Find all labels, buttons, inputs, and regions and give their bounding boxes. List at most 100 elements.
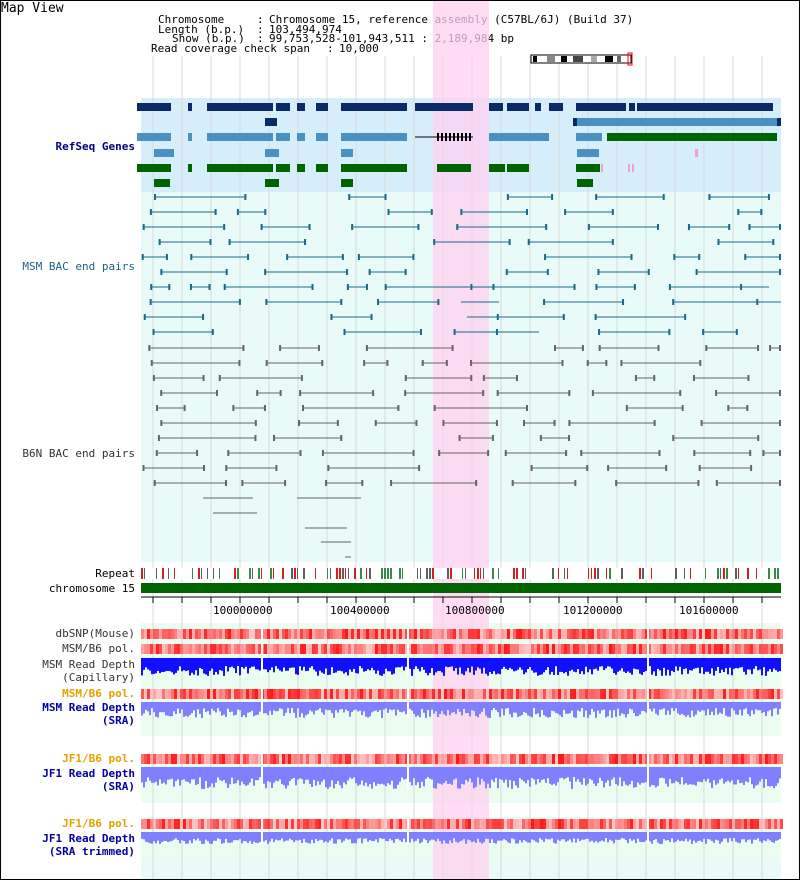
msm-sra-depth-bar	[721, 702, 723, 714]
jf1-trimmed-depth-bar	[589, 832, 591, 842]
jf1-b6-pol-strip	[642, 754, 645, 764]
msm-b6-pol-strip	[432, 644, 435, 654]
msm-b6-pol-strip	[753, 689, 756, 699]
msm-sra-depth-bar	[555, 702, 557, 713]
dbsnp-strip	[597, 629, 600, 639]
jf1-b6-pol-strip	[561, 754, 564, 764]
msm-capillary-depth-bar	[473, 658, 475, 675]
msm-b6-pol-strip	[258, 644, 261, 654]
msm-sra-depth-bar	[405, 702, 407, 715]
jf1-trimmed-depth-bar	[519, 832, 521, 841]
msm-sra-depth-bar	[763, 702, 765, 713]
msm-bac-pair	[343, 329, 346, 335]
msm-sra-depth-bar	[745, 702, 747, 709]
dbsnp-strip	[213, 629, 216, 639]
msm-b6-pol-strip	[402, 644, 405, 654]
jf1-trimmed-depth-bar	[371, 832, 373, 842]
msm-bac-pair	[153, 194, 156, 200]
msm-sra-depth-bar	[479, 702, 481, 714]
jf1-b6-pol-strip	[648, 754, 651, 764]
msm-bac-pair	[573, 284, 576, 290]
jf1-trimmed-depth-bar	[177, 832, 179, 841]
jf1-b6-pol-strip	[666, 819, 669, 829]
msm-capillary-depth-bar	[777, 658, 779, 672]
msm-b6-pol-strip	[687, 689, 690, 699]
msm-sra-depth-bar	[333, 702, 335, 718]
msm-sra-depth-bar	[617, 702, 619, 709]
jf1-b6-pol-strip	[417, 754, 420, 764]
repeat-element	[552, 568, 554, 579]
jf1-sra-depth-bar	[161, 767, 163, 784]
msm-capillary-depth-bar	[157, 658, 159, 671]
jf1-sra-depth-bar	[595, 767, 597, 787]
jf1-b6-pol-strip	[579, 754, 582, 764]
jf1-trimmed-depth-bar	[689, 832, 691, 840]
jf1-trimmed-depth-bar	[267, 832, 269, 844]
jf1-b6-pol-strip	[507, 819, 510, 829]
jf1-b6-pol-strip	[405, 819, 408, 829]
jf1-b6-pol-strip	[225, 754, 228, 764]
msm-b6-pol-strip	[690, 644, 693, 654]
jf1-trimmed-depth-bar	[359, 832, 361, 839]
jf1-trimmed-depth-bar	[243, 832, 245, 841]
dbsnp-strip	[210, 629, 213, 639]
msm-sra-depth-bar	[439, 702, 441, 715]
b6n-bac-pair	[482, 375, 485, 381]
b6n-bac-pair	[386, 360, 389, 366]
msm-capillary-depth-bar	[645, 658, 647, 671]
msm-capillary-depth-bar	[177, 658, 179, 671]
jf1-b6-pol-strip	[435, 819, 438, 829]
msm-sra-depth-bar	[719, 702, 721, 713]
jf1-b6-pol-strip	[438, 819, 441, 829]
jf1-b6-pol-strip	[375, 819, 378, 829]
dbsnp-strip	[270, 629, 273, 639]
jf1-sra-depth-bar	[385, 767, 387, 787]
jf1-sra-depth-bar	[311, 767, 313, 788]
jf1-sra-depth-bar	[435, 767, 437, 789]
b6n-bac-pair	[657, 345, 660, 351]
jf1-b6-pol-strip	[717, 819, 720, 829]
dbsnp-strip	[381, 629, 384, 639]
jf1-b6-pol-strip	[603, 819, 606, 829]
msm-capillary-depth-bar	[431, 658, 433, 669]
strip-gap	[647, 754, 649, 764]
jf1-trimmed-depth-bar	[383, 832, 385, 839]
msm-b6-pol-strip	[657, 644, 660, 654]
msm-b6-pol-strip	[753, 644, 756, 654]
jf1-b6-pol-strip	[651, 754, 654, 764]
jf1-trimmed-depth-bar	[527, 832, 529, 843]
jf1-sra-depth-bar	[455, 767, 457, 779]
dbsnp-strip	[690, 629, 693, 639]
jf1-trimmed-depth-bar	[743, 832, 745, 840]
jf1-sra-depth-bar	[479, 767, 481, 785]
jf1-sra-depth-bar	[477, 767, 479, 778]
jf1-trimmed-depth-bar	[163, 832, 165, 842]
refseq-gene	[265, 179, 279, 187]
msm-sra-depth-bar	[287, 702, 289, 709]
jf1-trimmed-depth-bar	[183, 832, 185, 842]
msm-b6-pol-strip	[384, 689, 387, 699]
jf1-sra-depth-bar	[395, 767, 397, 789]
msm-bac-pair	[346, 269, 349, 275]
jf1-b6-pol-strip	[369, 819, 372, 829]
dbsnp-strip	[630, 629, 633, 639]
dbsnp-strip	[540, 629, 543, 639]
jf1-b6-pol-strip	[684, 819, 687, 829]
msm-sra-depth-bar	[565, 702, 567, 714]
msm-b6-pol-strip	[300, 644, 303, 654]
jf1-b6-pol-strip	[459, 754, 462, 764]
msm-bac-pair	[543, 299, 546, 305]
msm-sra-depth-bar	[701, 702, 703, 711]
jf1-sra-depth-bar	[337, 767, 339, 782]
msm-sra-depth-bar	[573, 702, 575, 718]
msm-capillary-depth-bar	[339, 658, 341, 671]
refseq-gene	[207, 133, 273, 141]
msm-b6-pol-strip	[531, 689, 534, 699]
jf1-b6-pol-strip	[453, 819, 456, 829]
ideogram-band	[533, 56, 537, 62]
repeat-element	[594, 568, 596, 579]
msm-sra-depth-bar	[295, 702, 297, 718]
msm-b6-pol-strip	[246, 644, 249, 654]
jf1-trimmed-depth-bar	[557, 832, 559, 840]
